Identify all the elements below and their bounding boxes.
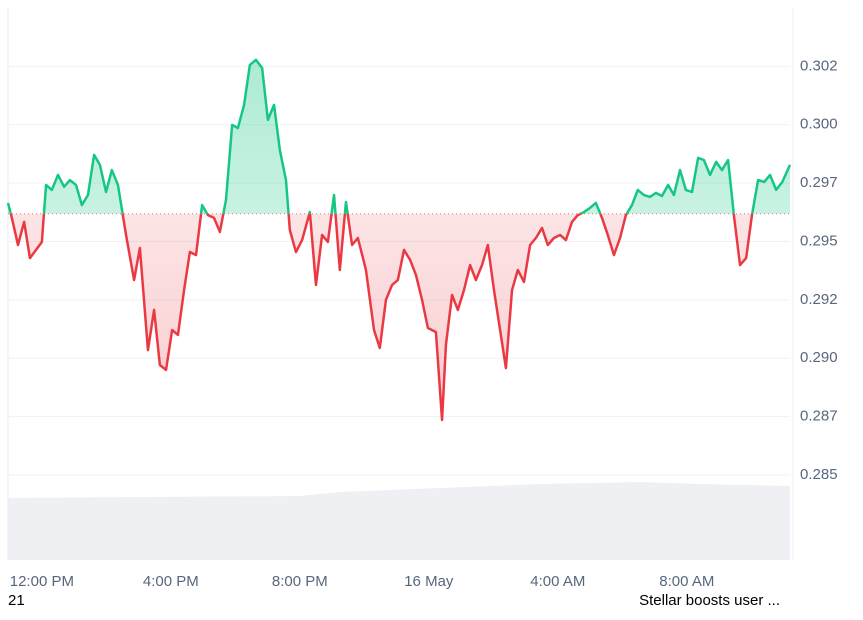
x-tick-label: 16 May [404, 573, 454, 590]
y-tick-label: 0.302 [800, 57, 838, 74]
volume-area [8, 482, 790, 560]
price-line-down [9, 213, 754, 422]
x-tick-label: 4:00 AM [530, 573, 585, 590]
y-tick-label: 0.295 [800, 232, 838, 249]
x-tick-label: 8:00 AM [659, 573, 714, 590]
y-tick-label: 0.300 [800, 116, 838, 133]
y-tick-label: 0.287 [800, 408, 838, 425]
price-line-up [6, 58, 792, 214]
footer-label: 21 [8, 592, 25, 609]
footer-headline[interactable]: Stellar boosts user ... [639, 592, 780, 609]
y-tick-label: 0.292 [800, 291, 838, 308]
y-tick-label: 0.285 [800, 466, 838, 483]
x-tick-label: 4:00 PM [143, 573, 199, 590]
x-tick-label: 8:00 PM [272, 573, 328, 590]
y-tick-label: 0.297 [800, 174, 838, 191]
x-tick-label: 12:00 PM [10, 573, 74, 590]
area-down [8, 213, 790, 420]
y-tick-label: 0.290 [800, 349, 838, 366]
